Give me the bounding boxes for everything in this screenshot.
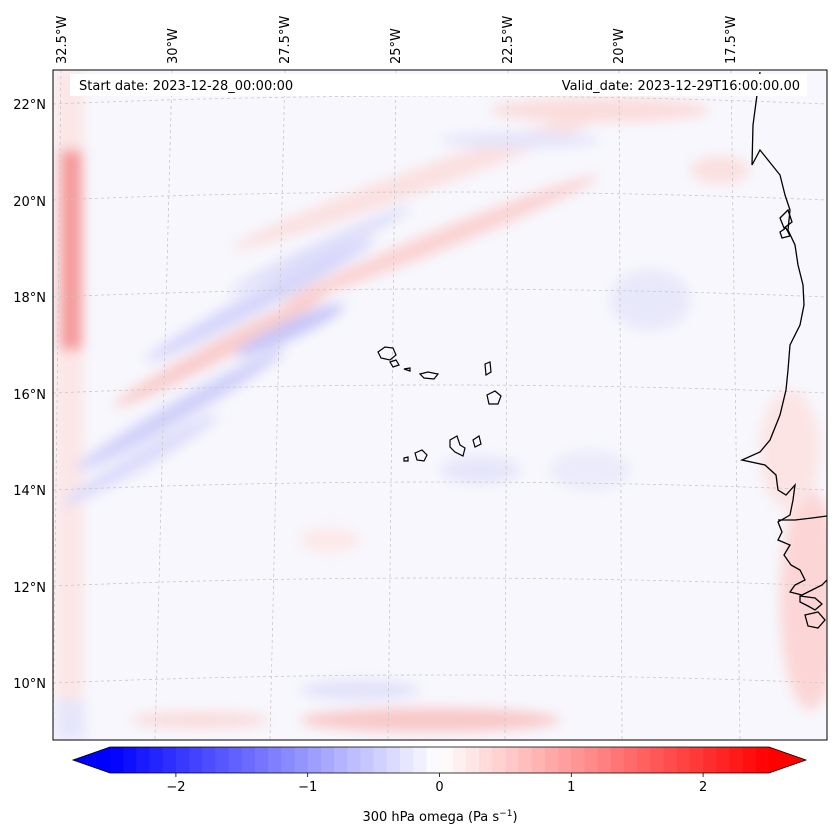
colorbar-cell — [465, 747, 480, 773]
lon-label: 20°W — [612, 28, 627, 64]
lon-label: 32.5°W — [55, 16, 70, 64]
colorbar-max-extend — [769, 747, 806, 773]
cape-verde-islands — [377, 346, 502, 462]
colorbar-cell — [254, 747, 269, 773]
colorbar-cell — [175, 747, 190, 773]
colorbar-cell — [716, 747, 731, 773]
colorbar-cell — [703, 747, 717, 773]
colorbar-cell — [624, 747, 638, 773]
colorbar-title: 300 hPa omega (Pa s−1) — [362, 809, 517, 825]
colorbar-outline — [71, 746, 808, 774]
colorbar-cell — [202, 747, 217, 773]
colorbar-min-extend — [73, 747, 110, 773]
colorbar-cell — [334, 747, 348, 773]
colorbar-cell — [281, 747, 296, 773]
colorbar-cell — [294, 747, 309, 773]
colorbar-cell — [241, 747, 256, 773]
colorbar-cell — [650, 747, 665, 773]
colorbar-cell — [689, 747, 704, 773]
colorbar-cell — [610, 747, 625, 773]
colorbar-cell — [729, 747, 744, 773]
header-box — [70, 74, 807, 96]
colorbar-cell — [228, 747, 243, 773]
omega-field — [55, 70, 827, 740]
colorbar-cell — [452, 747, 467, 773]
lat-label: 22°N — [13, 98, 46, 113]
lon-label: 30°W — [166, 28, 181, 64]
colorbar-cell — [426, 747, 441, 773]
colorbar-cell — [558, 747, 572, 773]
map-frame — [52, 69, 828, 741]
colorbar-cell — [531, 747, 546, 773]
colorbar-cell — [360, 747, 375, 773]
colorbar-cell — [215, 747, 230, 773]
colorbar-cell — [307, 747, 322, 773]
colorbar-cell — [755, 747, 770, 773]
colorbar-cell — [110, 747, 124, 773]
colorbar-cell — [505, 747, 520, 773]
graticule — [53, 70, 827, 740]
colorbar-cell — [136, 747, 151, 773]
colorbar-cell — [399, 747, 414, 773]
colorbar-cell — [518, 747, 533, 773]
lat-label: 10°N — [13, 677, 46, 692]
colorbar-cell — [439, 747, 454, 773]
colorbar-cell — [189, 747, 203, 773]
colorbar-cell — [479, 747, 493, 773]
colorbar: −2 −1 0 1 2 300 hPa omega (Pa s−1) — [71, 746, 808, 825]
colorbar-cell — [347, 747, 362, 773]
colorbar-cell — [268, 747, 282, 773]
lon-label: 25°W — [389, 28, 404, 64]
colorbar-cell — [149, 747, 164, 773]
colorbar-cell — [373, 747, 388, 773]
colorbar-cell — [162, 747, 177, 773]
colorbar-cell — [676, 747, 691, 773]
colorbar-tick-label: 2 — [699, 780, 707, 795]
colorbar-cell — [492, 747, 506, 773]
colorbar-cells — [110, 747, 770, 773]
lat-label: 16°N — [13, 388, 46, 403]
colorbar-tick-label: −1 — [298, 780, 317, 795]
valid-date-label: Valid_date: 2023-12-29T16:00:00.00 — [562, 79, 800, 94]
colorbar-cell — [597, 747, 612, 773]
lon-label: 17.5°W — [724, 16, 739, 64]
start-date-label: Start date: 2023-12-28_00:00:00 — [79, 79, 293, 94]
colorbar-cell — [320, 747, 335, 773]
lat-label: 18°N — [13, 291, 46, 306]
coastlines — [739, 71, 827, 629]
colorbar-tick-label: 0 — [435, 780, 443, 795]
africa-coastline — [739, 71, 827, 596]
colorbar-ticks: −2 −1 0 1 2 — [166, 773, 707, 795]
colorbar-cell — [386, 747, 401, 773]
colorbar-cell — [123, 747, 137, 773]
colorbar-cell — [544, 747, 559, 773]
colorbar-cell — [637, 747, 651, 773]
lon-label: 22.5°W — [501, 16, 516, 64]
colorbar-tick-label: −2 — [166, 780, 185, 795]
lat-label: 20°N — [13, 195, 46, 210]
longitude-labels: 32.5°W 30°W 27.5°W 25°W 22.5°W 20°W 17.5… — [55, 16, 739, 64]
colorbar-tick-label: 1 — [567, 780, 575, 795]
lat-label: 12°N — [13, 581, 46, 596]
colorbar-cell — [663, 747, 678, 773]
colorbar-cell — [413, 747, 427, 773]
latitude-labels: 22°N 20°N 18°N 16°N 14°N 12°N 10°N — [13, 98, 46, 692]
colorbar-cell — [742, 747, 757, 773]
colorbar-cell — [571, 747, 586, 773]
lon-label: 27.5°W — [278, 16, 293, 64]
colorbar-cell — [584, 747, 599, 773]
lat-label: 14°N — [13, 484, 46, 499]
